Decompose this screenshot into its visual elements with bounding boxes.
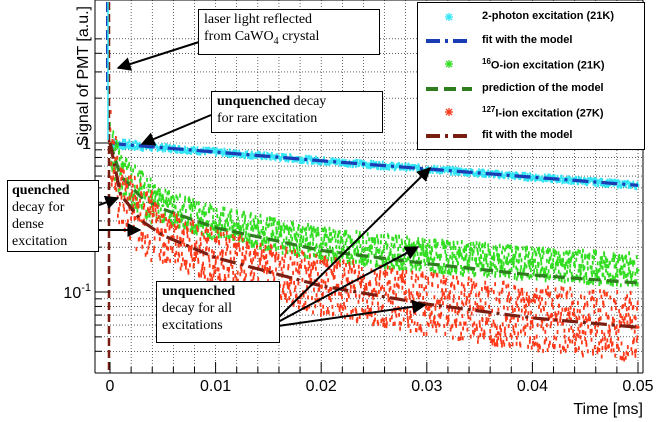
arrow xyxy=(277,167,431,319)
legend-label: 127I-ion excitation (27K) xyxy=(482,105,604,120)
data-point xyxy=(530,175,534,179)
dash-line-icon xyxy=(426,87,472,91)
data-point xyxy=(530,262,534,266)
data-point xyxy=(425,254,429,258)
series-3 xyxy=(108,142,639,285)
fit-line xyxy=(109,141,639,187)
x-tick-label: 0.02 xyxy=(306,378,337,395)
annotation-text: unquenched decay xyxy=(217,94,327,109)
legend-label: 16O-ion excitation (21K) xyxy=(482,57,605,72)
arrow xyxy=(277,246,420,323)
annotation-text: unquenched xyxy=(162,284,236,299)
data-point xyxy=(161,204,165,208)
annotation-arrows xyxy=(98,41,431,327)
annotation-text: dense xyxy=(12,217,44,232)
series-1 xyxy=(109,141,639,187)
y-tick-label: 1 xyxy=(82,136,91,153)
star-marker-icon xyxy=(445,60,453,68)
legend-item: prediction of the model xyxy=(418,78,646,100)
x-tick-label: 0.01 xyxy=(200,378,231,395)
y-axis-label: Signal of PMT [a.u.] xyxy=(75,6,92,146)
legend-item: fit with the model xyxy=(418,125,646,147)
annotation-text: quenched xyxy=(12,183,70,198)
legend: 2-photon excitation (21K) fit with the m… xyxy=(417,2,645,150)
data-point xyxy=(636,325,640,329)
star-marker-icon xyxy=(445,13,453,21)
legend-label: prediction of the model xyxy=(482,82,604,94)
data-point xyxy=(319,284,323,288)
annotation-text: excitation xyxy=(12,234,68,249)
legend-label: 2-photon excitation (21K) xyxy=(482,10,615,22)
fit-line xyxy=(108,142,639,285)
dash-dot-line-icon xyxy=(426,39,472,43)
legend-item: 127I-ion excitation (27K) xyxy=(418,101,646,123)
annotation-text: laser light reflected xyxy=(204,12,313,27)
arrow xyxy=(98,195,120,209)
x-tick-label: 0.03 xyxy=(411,378,442,395)
legend-label: fit with the model xyxy=(482,129,573,141)
annotation-text: decay for all xyxy=(162,301,232,316)
chart-marks xyxy=(106,2,640,372)
annotation-text: for rare excitation xyxy=(217,111,318,126)
annotation-text: decay for xyxy=(12,200,65,215)
arrow xyxy=(116,41,200,71)
x-tick-label: 0.04 xyxy=(517,378,548,395)
x-tick-label: 0.05 xyxy=(622,378,653,395)
x-tick-label: 0 xyxy=(106,378,115,395)
x-axis-label: Time [ms] xyxy=(573,401,643,418)
data-point xyxy=(214,150,218,154)
annotation-text: from CaWO4 crystal xyxy=(204,29,320,47)
data-point xyxy=(214,221,218,225)
annotation-laser: laser light reflected from CaWO4 crystal xyxy=(198,9,380,55)
series-5 xyxy=(108,142,639,329)
legend-item: 2-photon excitation (21K) xyxy=(418,6,646,28)
star-marker-icon xyxy=(445,108,453,116)
annotation-all: unquenched decay for all excitations xyxy=(156,281,280,343)
annotation-rare: unquenched decay for rare excitation xyxy=(211,91,383,133)
y-tick-label: 10-1 xyxy=(63,282,91,302)
data-point xyxy=(636,268,640,272)
annotation-quenched: quenched decay for dense excitation xyxy=(7,180,99,252)
arrow xyxy=(277,299,427,327)
legend-item: fit with the model xyxy=(418,30,646,52)
legend-label: fit with the model xyxy=(482,34,573,46)
legend-item: 16O-ion excitation (21K) xyxy=(418,53,646,75)
annotation-text: excitations xyxy=(162,318,223,333)
fit-line xyxy=(108,142,639,329)
arrow xyxy=(140,114,212,146)
dash-dot-line-icon xyxy=(426,134,472,138)
data-point xyxy=(119,172,123,176)
axes: 0 0.01 0.02 0.03 0.04 0.05 1 10-1 xyxy=(63,0,654,395)
data-point xyxy=(319,242,323,246)
